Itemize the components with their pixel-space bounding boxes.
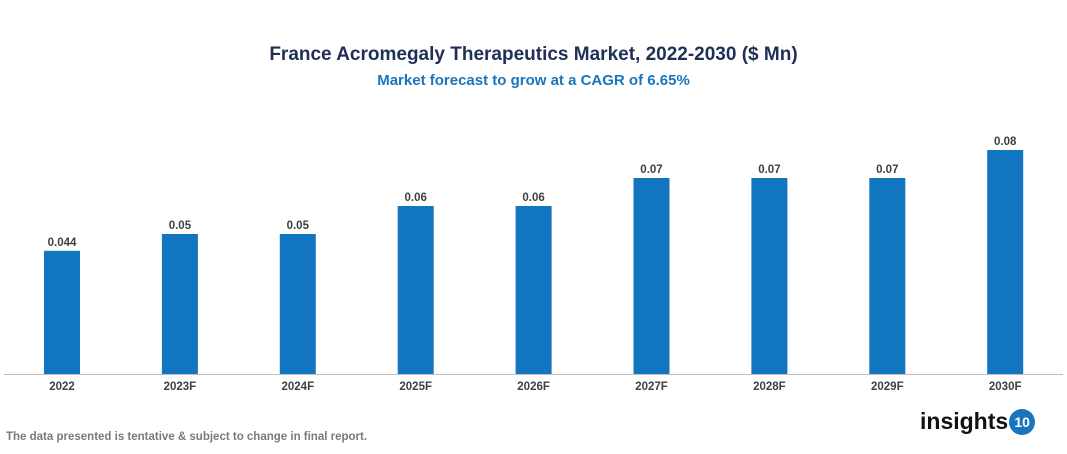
data-label: 0.044 bbox=[48, 237, 77, 249]
logo-text: insights bbox=[920, 408, 1009, 434]
bar-2030F bbox=[987, 150, 1024, 374]
data-label: 0.07 bbox=[876, 164, 898, 176]
data-label: 0.06 bbox=[405, 192, 427, 204]
insights10-logo: insights 10 bbox=[920, 408, 1036, 435]
x-tick-label: 2028F bbox=[753, 381, 786, 393]
bar-2025F bbox=[397, 206, 434, 374]
x-tick-label: 2022 bbox=[49, 381, 75, 393]
data-label: 0.07 bbox=[640, 164, 662, 176]
bar-2022 bbox=[44, 250, 80, 374]
bar-2028F bbox=[751, 178, 788, 374]
bar-2023F bbox=[161, 234, 198, 374]
bar-2027F bbox=[633, 178, 670, 374]
bar-2029F bbox=[869, 178, 906, 374]
x-tick-label: 2023F bbox=[164, 381, 197, 393]
chart-subtitle: Market forecast to grow at a CAGR of 6.6… bbox=[377, 72, 690, 89]
chart-title: France Acromegaly Therapeutics Market, 2… bbox=[269, 44, 798, 65]
data-label: 0.05 bbox=[287, 220, 310, 232]
data-label: 0.05 bbox=[169, 220, 192, 232]
x-tick-label: 2030F bbox=[989, 381, 1022, 393]
data-label: 0.06 bbox=[522, 192, 544, 204]
logo-badge: 10 bbox=[1009, 408, 1036, 435]
bar-2026F bbox=[515, 206, 552, 374]
bar-2024F bbox=[279, 234, 316, 374]
x-tick-label: 2027F bbox=[635, 381, 668, 393]
data-label: 0.08 bbox=[994, 136, 1017, 148]
footnote: The data presented is tentative & subjec… bbox=[6, 431, 368, 443]
x-tick-label: 2026F bbox=[517, 381, 550, 393]
x-tick-label: 2024F bbox=[281, 381, 314, 393]
data-label: 0.07 bbox=[758, 164, 780, 176]
x-tick-label: 2029F bbox=[871, 381, 904, 393]
x-tick-label: 2025F bbox=[399, 381, 432, 393]
